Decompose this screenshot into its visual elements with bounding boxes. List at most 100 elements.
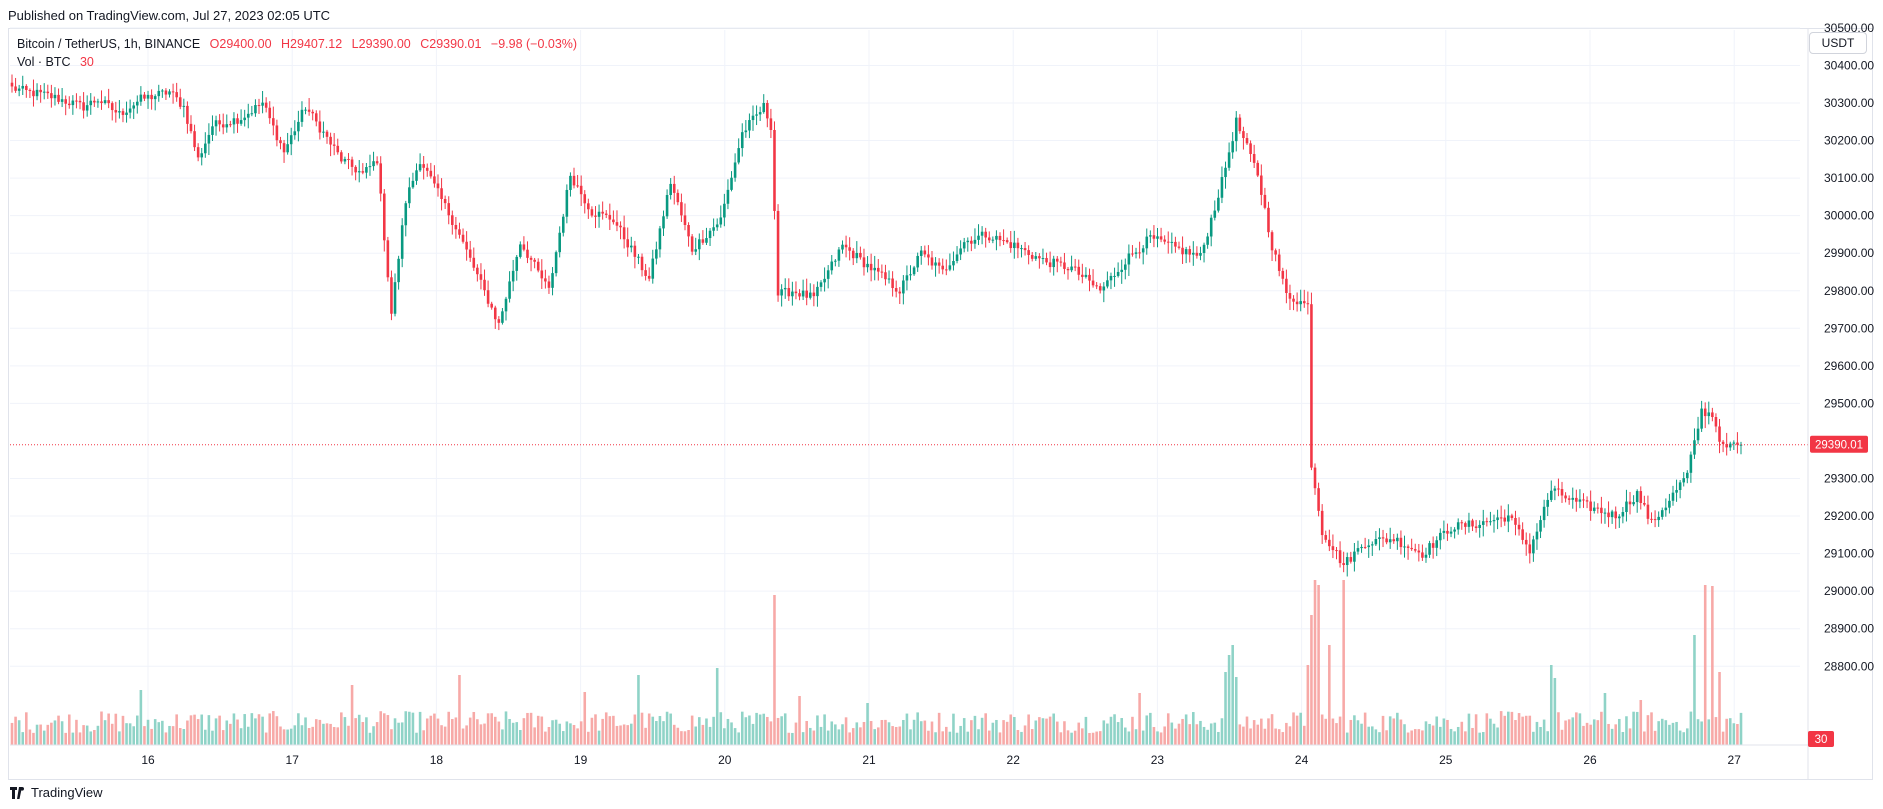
x-tick-label: 27 bbox=[1728, 753, 1742, 767]
candle bbox=[916, 252, 919, 272]
candle bbox=[515, 254, 519, 281]
volume-bar bbox=[1417, 729, 1421, 745]
candle bbox=[1639, 486, 1643, 510]
candle-body bbox=[1181, 247, 1184, 255]
candle bbox=[261, 91, 264, 114]
candle-body bbox=[218, 120, 221, 125]
candle bbox=[379, 156, 382, 202]
candle bbox=[1109, 272, 1113, 290]
volume-bar bbox=[289, 728, 293, 745]
candle bbox=[436, 174, 440, 197]
candle bbox=[82, 92, 85, 119]
candle-body bbox=[171, 91, 175, 93]
volume-bar bbox=[859, 727, 862, 745]
candle-body bbox=[415, 170, 418, 181]
candle-body bbox=[1170, 241, 1174, 243]
volume-bar bbox=[1660, 718, 1664, 745]
candle-body bbox=[1524, 539, 1528, 545]
candle bbox=[39, 84, 42, 103]
candle-body bbox=[848, 247, 851, 251]
candle bbox=[1184, 246, 1188, 264]
volume-bar bbox=[1220, 718, 1224, 745]
candle bbox=[1378, 528, 1381, 551]
candle bbox=[594, 206, 597, 229]
candle bbox=[1467, 512, 1471, 533]
candle-body bbox=[1396, 537, 1399, 542]
candle-body bbox=[322, 131, 325, 133]
candle bbox=[637, 253, 640, 265]
candle bbox=[1439, 528, 1442, 550]
candle bbox=[1356, 540, 1360, 555]
volume-bar bbox=[866, 703, 869, 745]
candle-body bbox=[1567, 498, 1571, 500]
volume-bar bbox=[1138, 693, 1141, 745]
candle-body bbox=[332, 144, 336, 146]
volume-bar bbox=[554, 719, 558, 745]
candle-body bbox=[751, 115, 755, 121]
volume-bar bbox=[272, 711, 275, 745]
volume-bar bbox=[1474, 714, 1478, 745]
footer-brand[interactable]: TradingView bbox=[10, 785, 103, 800]
volume-bar bbox=[1310, 615, 1313, 745]
candle-body bbox=[1474, 526, 1478, 529]
candle bbox=[690, 234, 694, 256]
volume-bar bbox=[1002, 720, 1005, 745]
candle-body bbox=[891, 278, 894, 289]
candle-body bbox=[1338, 550, 1342, 564]
candle bbox=[1464, 521, 1467, 535]
candle-body bbox=[565, 189, 569, 217]
volume-bar bbox=[991, 722, 995, 745]
candle bbox=[1292, 295, 1295, 311]
volume-label[interactable]: Vol · BTC bbox=[17, 55, 71, 69]
candle-body bbox=[952, 261, 955, 266]
volume-bar bbox=[236, 719, 239, 745]
candle bbox=[322, 121, 325, 138]
currency-button[interactable]: USDT bbox=[1809, 32, 1867, 54]
volume-bar bbox=[365, 717, 368, 745]
candle-body bbox=[991, 239, 995, 241]
candle-body bbox=[1313, 467, 1317, 489]
volume-bar bbox=[164, 732, 168, 745]
candle-body bbox=[970, 240, 973, 244]
candle-body bbox=[945, 269, 948, 271]
candle bbox=[1621, 507, 1625, 524]
volume-bar bbox=[178, 728, 182, 745]
symbol-label[interactable]: Bitcoin / TetherUS, 1h, BINANCE bbox=[17, 37, 201, 51]
volume-bar bbox=[1277, 729, 1281, 745]
candle-body bbox=[1073, 266, 1077, 268]
candle-body bbox=[937, 262, 941, 266]
y-tick-label: 30300.00 bbox=[1824, 96, 1874, 110]
candle-body bbox=[551, 273, 554, 288]
volume-bar bbox=[1460, 721, 1464, 745]
candle bbox=[751, 105, 755, 131]
candle bbox=[325, 129, 329, 144]
candle-body bbox=[1374, 539, 1378, 545]
candle bbox=[347, 153, 350, 170]
candle bbox=[1610, 509, 1614, 524]
volume-bar bbox=[1607, 723, 1610, 745]
candle-body bbox=[1285, 278, 1288, 294]
volume-bar bbox=[21, 732, 25, 745]
candle-body bbox=[1281, 270, 1285, 279]
candle-body bbox=[479, 274, 483, 280]
candle bbox=[1338, 541, 1342, 568]
candle-body bbox=[726, 189, 730, 204]
volume-bar bbox=[297, 713, 300, 745]
volume-bar bbox=[1252, 720, 1256, 745]
candle-body bbox=[1625, 501, 1628, 513]
candle-body bbox=[776, 210, 780, 296]
candle bbox=[1063, 252, 1066, 275]
volume-bar bbox=[53, 720, 57, 745]
volume-bar bbox=[1098, 731, 1102, 745]
candle-body bbox=[1592, 507, 1596, 511]
candle-body bbox=[53, 94, 57, 99]
volume-bar bbox=[71, 732, 75, 745]
candle-body bbox=[1195, 252, 1199, 256]
candle bbox=[279, 136, 282, 150]
candle-body bbox=[397, 258, 400, 283]
candle-body bbox=[1091, 280, 1095, 286]
candle-body bbox=[1113, 275, 1116, 277]
candle-body bbox=[1453, 529, 1456, 532]
candle bbox=[762, 94, 766, 114]
